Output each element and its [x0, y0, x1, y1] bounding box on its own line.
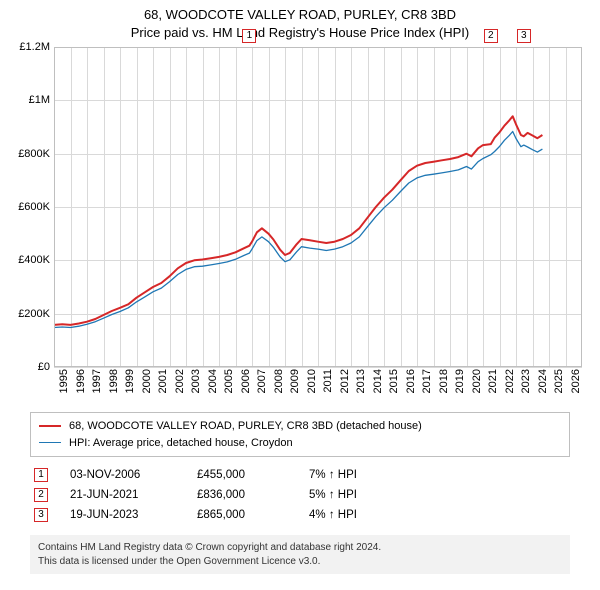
chart-annotation-marker: 2 [484, 29, 498, 43]
x-axis-label: 1995 [58, 369, 70, 393]
x-axis-label: 2022 [504, 369, 516, 393]
x-axis-label: 2010 [306, 369, 318, 393]
transaction-price: £865,000 [197, 509, 287, 521]
x-axis-label: 2006 [240, 369, 252, 393]
x-axis-label: 2014 [372, 369, 384, 393]
y-axis-label: £800K [4, 148, 50, 160]
x-axis-label: 2016 [405, 369, 417, 393]
x-axis-label: 2011 [322, 369, 334, 393]
x-axis-label: 2008 [273, 369, 285, 393]
transaction-date: 19-JUN-2023 [70, 509, 175, 521]
transaction-row: 1 03-NOV-2006 £455,000 7% ↑ HPI [30, 465, 588, 485]
legend-row-property: 68, WOODCOTE VALLEY ROAD, PURLEY, CR8 3B… [39, 418, 561, 435]
x-axis-label: 1996 [75, 369, 87, 393]
transaction-row: 2 21-JUN-2021 £836,000 5% ↑ HPI [30, 485, 588, 505]
x-axis-label: 2026 [570, 369, 582, 393]
chart-legend: 68, WOODCOTE VALLEY ROAD, PURLEY, CR8 3B… [30, 412, 570, 457]
legend-swatch-hpi [39, 442, 61, 443]
transaction-marker: 2 [34, 488, 48, 502]
attribution-box: Contains HM Land Registry data © Crown c… [30, 535, 570, 574]
x-axis-label: 2024 [537, 369, 549, 393]
transaction-marker: 3 [34, 508, 48, 522]
x-axis-label: 2025 [553, 369, 565, 393]
attribution-line1: Contains HM Land Registry data © Crown c… [38, 541, 562, 555]
x-axis-label: 2003 [190, 369, 202, 393]
x-axis-label: 2023 [520, 369, 532, 393]
x-axis-label: 2017 [421, 369, 433, 393]
x-axis-label: 2015 [388, 369, 400, 393]
x-axis-label: 2005 [223, 369, 235, 393]
x-axis-label: 1999 [124, 369, 136, 393]
transaction-hpi: 7% ↑ HPI [309, 469, 357, 481]
transaction-row: 3 19-JUN-2023 £865,000 4% ↑ HPI [30, 505, 588, 525]
y-axis-label: £400K [4, 254, 50, 266]
transaction-hpi: 4% ↑ HPI [309, 509, 357, 521]
x-axis-label: 2002 [174, 369, 186, 393]
x-axis-label: 2009 [289, 369, 301, 393]
legend-label-property: 68, WOODCOTE VALLEY ROAD, PURLEY, CR8 3B… [69, 418, 422, 435]
x-axis-label: 2007 [256, 369, 268, 393]
chart-page: 68, WOODCOTE VALLEY ROAD, PURLEY, CR8 3B… [0, 0, 600, 590]
y-axis-label: £0 [4, 361, 50, 373]
chart-area: £0£200K£400K£600K£800K£1M£1.2M1995199619… [54, 47, 582, 367]
y-axis-label: £600K [4, 201, 50, 213]
gridline-h [54, 367, 582, 368]
attribution-line2: This data is licensed under the Open Gov… [38, 555, 562, 569]
chart-title-address: 68, WOODCOTE VALLEY ROAD, PURLEY, CR8 3B… [0, 6, 600, 24]
chart-annotation-marker: 1 [242, 29, 256, 43]
plot-border [54, 47, 582, 367]
x-axis-label: 2018 [438, 369, 450, 393]
x-axis-label: 2021 [487, 369, 499, 393]
legend-row-hpi: HPI: Average price, detached house, Croy… [39, 435, 561, 452]
y-axis-label: £1M [4, 94, 50, 106]
x-axis-label: 2012 [339, 369, 351, 393]
transaction-hpi: 5% ↑ HPI [309, 489, 357, 501]
x-axis-label: 2004 [207, 369, 219, 393]
transaction-date: 21-JUN-2021 [70, 489, 175, 501]
x-axis-label: 1997 [91, 369, 103, 393]
legend-swatch-property [39, 425, 61, 427]
transaction-price: £836,000 [197, 489, 287, 501]
x-axis-label: 2013 [355, 369, 367, 393]
transaction-date: 03-NOV-2006 [70, 469, 175, 481]
x-axis-label: 2020 [471, 369, 483, 393]
x-axis-label: 2019 [454, 369, 466, 393]
transactions-table: 1 03-NOV-2006 £455,000 7% ↑ HPI 2 21-JUN… [30, 465, 588, 525]
x-axis-label: 2000 [141, 369, 153, 393]
transaction-marker: 1 [34, 468, 48, 482]
chart-title-subtitle: Price paid vs. HM Land Registry's House … [0, 24, 600, 42]
y-axis-label: £1.2M [4, 41, 50, 53]
chart-title-block: 68, WOODCOTE VALLEY ROAD, PURLEY, CR8 3B… [0, 0, 600, 41]
chart-annotation-marker: 3 [517, 29, 531, 43]
x-axis-label: 2001 [157, 369, 169, 393]
legend-label-hpi: HPI: Average price, detached house, Croy… [69, 435, 293, 452]
y-axis-label: £200K [4, 308, 50, 320]
below-chart-section: 68, WOODCOTE VALLEY ROAD, PURLEY, CR8 3B… [30, 412, 588, 574]
x-axis-label: 1998 [108, 369, 120, 393]
transaction-price: £455,000 [197, 469, 287, 481]
